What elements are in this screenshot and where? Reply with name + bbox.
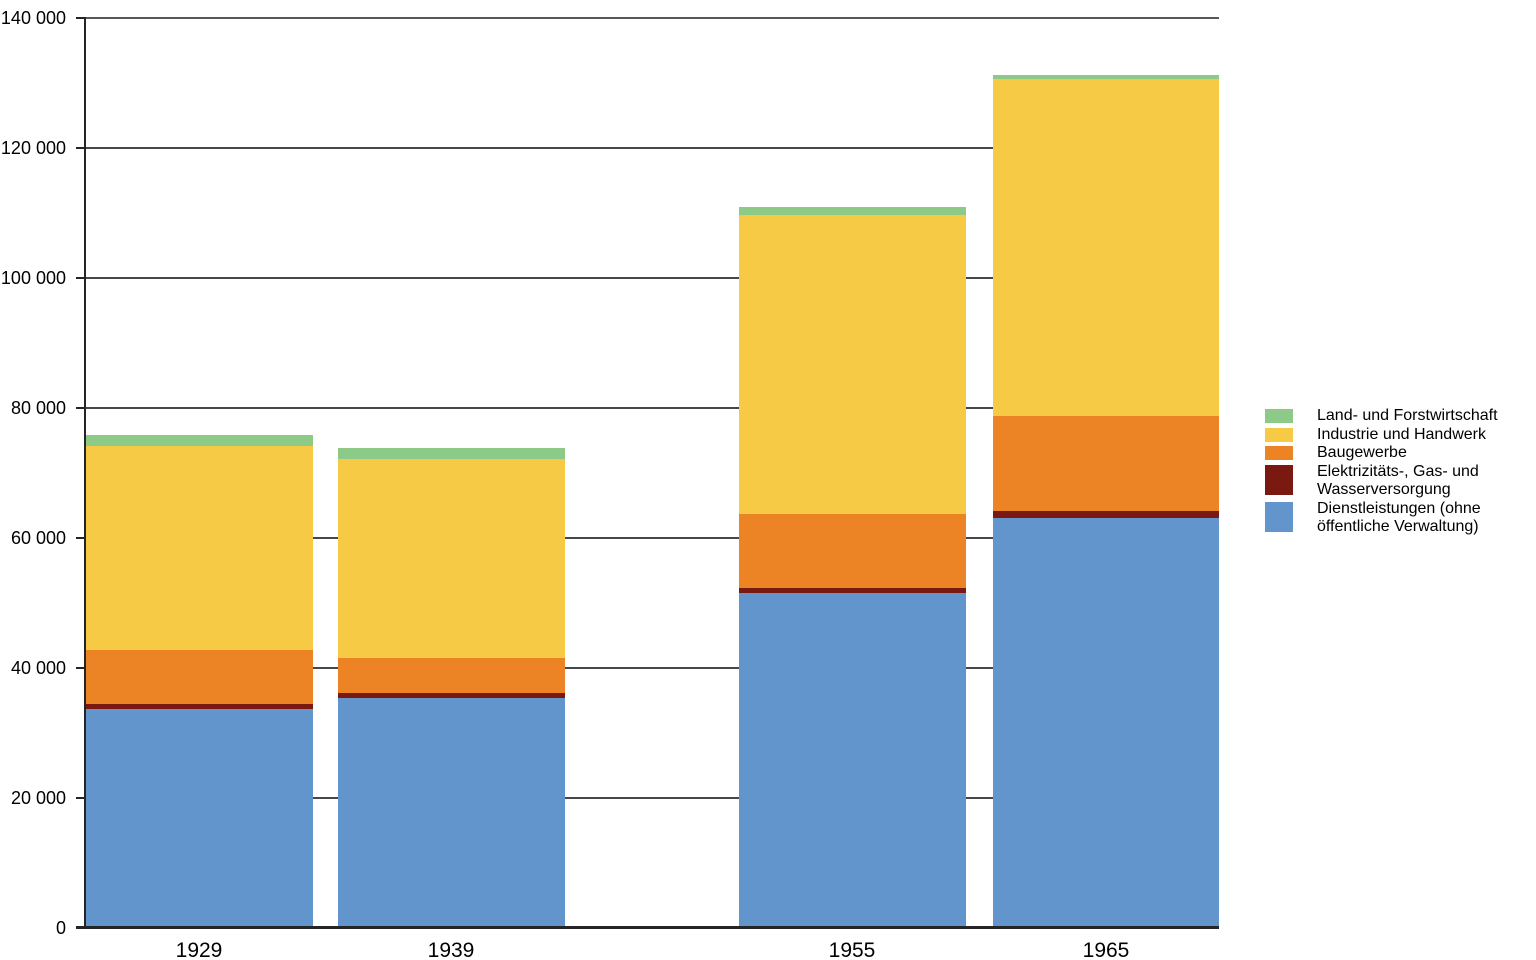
bar-1965 — [993, 18, 1219, 928]
bar-1939-segment-dienstleistungen — [338, 698, 565, 928]
bar-1955-segment-dienstleistungen — [739, 592, 966, 928]
bar-1939 — [338, 18, 565, 928]
bar-1955-segment-industrie — [739, 215, 966, 514]
bar-1955-segment-energie — [739, 587, 966, 593]
bar-1955-segment-baugewerbe — [739, 513, 966, 588]
legend-label-industrie: Industrie und Handwerk — [1317, 426, 1486, 445]
bar-1955-segment-land_forst — [739, 207, 966, 216]
y-tick-100000 — [76, 277, 84, 279]
legend-swatch-baugewerbe — [1265, 446, 1293, 460]
legend-label-line: Dienstleistungen (ohne — [1317, 499, 1481, 517]
y-axis-label-120000: 120 000 — [0, 138, 66, 158]
legend: Land- und Forstwirtschaft Industrie und H… — [1265, 407, 1530, 537]
y-axis-label-100000: 100 000 — [0, 268, 66, 288]
legend-swatch-land_forst — [1265, 409, 1293, 423]
legend-swatch-energie — [1265, 464, 1293, 495]
y-tick-80000 — [76, 407, 84, 409]
y-tick-120000 — [76, 147, 84, 149]
gridline-100000 — [84, 277, 1219, 279]
y-tick-60000 — [76, 537, 84, 539]
bar-1965-segment-land_forst — [993, 75, 1219, 80]
legend-label-energie: Elektrizitäts-, Gas- und Wasserversorgung — [1317, 463, 1479, 500]
legend-label-line: Elektrizitäts-, Gas- und — [1317, 462, 1479, 480]
gridline-40000 — [84, 667, 1219, 669]
bar-1965-segment-industrie — [993, 79, 1219, 417]
y-axis-label-80000: 80 000 — [10, 398, 66, 418]
bar-1939-segment-energie — [338, 692, 565, 699]
legend-label-line: Land- und Forstwirtschaft — [1317, 407, 1498, 424]
gridline-120000 — [84, 147, 1219, 149]
y-axis-label-40000: 40 000 — [10, 658, 66, 678]
gridline-140000 — [84, 17, 1219, 19]
bar-1965-segment-baugewerbe — [993, 416, 1219, 512]
bar-1955 — [739, 18, 966, 928]
gridline-60000 — [84, 537, 1219, 539]
bar-1929-segment-dienstleistungen — [86, 708, 313, 928]
legend-label-baugewerbe: Baugewerbe — [1317, 444, 1407, 463]
bar-1939-segment-industrie — [338, 458, 565, 658]
bar-1965-segment-dienstleistungen — [993, 517, 1219, 928]
y-axis-label-60000: 60 000 — [10, 528, 66, 548]
bar-1929 — [86, 18, 313, 928]
y-axis-label-0: 0 — [55, 918, 66, 938]
y-tick-40000 — [76, 667, 84, 669]
bar-1929-segment-energie — [86, 704, 313, 709]
legend-label-land_forst: Land- und Forstwirtschaft — [1317, 407, 1498, 426]
bar-1939-segment-baugewerbe — [338, 657, 565, 693]
y-tick-20000 — [76, 797, 84, 799]
legend-row-land_forst: Land- und Forstwirtschaft — [1265, 407, 1530, 426]
legend-label-line: Baugewerbe — [1317, 444, 1407, 461]
x-axis-label-1929: 1929 — [175, 939, 223, 960]
y-axis-line — [84, 17, 86, 929]
bar-1965-segment-energie — [993, 511, 1219, 518]
legend-row-industrie: Industrie und Handwerk — [1265, 426, 1530, 445]
bar-1929-segment-land_forst — [86, 434, 313, 447]
x-axis-label-1965: 1965 — [1082, 939, 1130, 960]
bar-1929-segment-industrie — [86, 446, 313, 650]
x-axis-label-1939: 1939 — [427, 939, 475, 960]
x-axis-label-1955: 1955 — [828, 939, 876, 960]
legend-swatch-dienstleistungen — [1265, 501, 1293, 532]
plot-area — [76, 17, 1219, 929]
gridline-80000 — [84, 407, 1219, 409]
legend-row-baugewerbe: Baugewerbe — [1265, 444, 1530, 463]
legend-label-line: Wasserversorgung — [1317, 481, 1451, 498]
legend-row-energie: Elektrizitäts-, Gas- und Wasserversorgung — [1265, 463, 1530, 500]
legend-label-line: öffentliche Verwaltung) — [1317, 518, 1479, 535]
legend-row-dienstleistungen: Dienstleistungen (ohne öffentliche Verwal… — [1265, 500, 1530, 537]
bar-1929-segment-baugewerbe — [86, 649, 313, 705]
y-axis-label-20000: 20 000 — [10, 788, 66, 808]
legend-swatch-industrie — [1265, 427, 1293, 442]
bar-1939-segment-land_forst — [338, 448, 565, 459]
legend-label-dienstleistungen: Dienstleistungen (ohne öffentliche Verwal… — [1317, 500, 1481, 537]
gridline-20000 — [84, 797, 1219, 799]
y-tick-140000 — [76, 17, 84, 19]
y-axis-label-140000: 140 000 — [0, 8, 66, 28]
x-axis-line — [76, 926, 1219, 929]
legend-label-line: Industrie und Handwerk — [1317, 425, 1486, 443]
